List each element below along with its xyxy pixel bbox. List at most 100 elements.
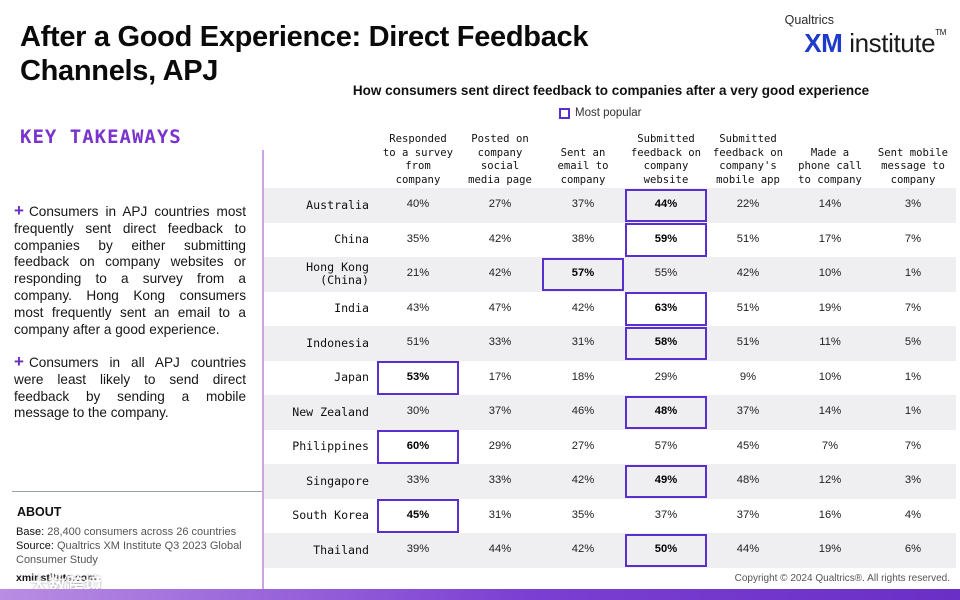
column-header: Submitted feedback on company's mobile app xyxy=(703,132,793,188)
table-cell: 1% xyxy=(904,405,922,418)
row-country-label: Hong Kong (China) xyxy=(306,261,369,287)
column-header: Made a phone call to company xyxy=(785,132,875,188)
logo-xm-institute-text: XM instituteTM xyxy=(804,28,946,58)
table-cell: 35% xyxy=(406,232,430,245)
table-cell: 51% xyxy=(736,232,760,245)
table-cell: 42% xyxy=(571,474,595,487)
table-cell: 6% xyxy=(904,543,922,556)
bottom-gradient-bar xyxy=(0,589,960,600)
table-cell: 21% xyxy=(406,267,430,280)
country-label-line: New Zealand xyxy=(292,404,369,419)
table-cell: 14% xyxy=(818,405,842,418)
table-cell: 51% xyxy=(406,336,430,349)
table-cell: 29% xyxy=(488,439,512,452)
table-row xyxy=(264,188,956,223)
row-country-label: Philippines xyxy=(292,440,369,453)
table-cell: 44% xyxy=(736,543,760,556)
page-title: After a Good Experience: Direct Feedback… xyxy=(20,21,589,87)
column-header-line: feedback on xyxy=(712,146,784,159)
country-label-line: Japan xyxy=(334,370,369,385)
about-divider xyxy=(12,491,262,492)
table-cell: 3% xyxy=(904,474,922,487)
table-cell: 5% xyxy=(904,336,922,349)
column-header-line: company xyxy=(560,174,606,187)
table-cell: 37% xyxy=(736,405,760,418)
table-cell: 59% xyxy=(654,232,678,245)
column-header-line: Posted on xyxy=(471,132,529,145)
logo-qualtrics-text: Qualtrics xyxy=(784,13,834,27)
table-cell: 42% xyxy=(571,301,595,314)
table-cell: 42% xyxy=(488,232,512,245)
table-cell: 55% xyxy=(654,267,678,280)
country-label-line: South Korea xyxy=(292,508,369,523)
table-cell: 38% xyxy=(571,232,595,245)
country-label-line: Indonesia xyxy=(306,335,369,350)
row-country-label: Indonesia xyxy=(306,335,369,350)
column-header-line: to a survey xyxy=(382,146,454,159)
column-header-line: to company xyxy=(798,174,862,187)
table-cell: 45% xyxy=(406,508,430,521)
table-cell: 57% xyxy=(654,439,678,452)
website-link[interactable]: xminstitute.com xyxy=(16,572,97,584)
country-label-line: India xyxy=(334,301,369,316)
table-cell: 49% xyxy=(654,474,678,487)
country-label-line: Singapore xyxy=(306,473,369,488)
column-header-line: company xyxy=(395,174,441,187)
column-header-line: social xyxy=(480,160,520,173)
table-cell: 57% xyxy=(571,267,595,280)
about-heading: ABOUT xyxy=(17,505,62,519)
table-cell: 42% xyxy=(488,267,512,280)
table-cell: 14% xyxy=(818,198,842,211)
column-header-line: company xyxy=(890,174,936,187)
qualtrics-xm-institute-logo: Qualtrics XM instituteTM xyxy=(746,12,947,60)
table-cell: 1% xyxy=(904,267,922,280)
table-cell: 48% xyxy=(736,474,760,487)
column-header-line: Sent an xyxy=(560,146,606,159)
takeaway-item: + Consumers in all APJ countries were lea… xyxy=(14,353,246,422)
table-cell: 7% xyxy=(904,439,922,452)
column-header: Responded to a survey from company xyxy=(373,132,463,188)
table-cell: 31% xyxy=(488,508,512,521)
table-cell: 3% xyxy=(904,198,922,211)
table-cell: 31% xyxy=(571,336,595,349)
vertical-divider xyxy=(262,150,264,590)
table-cell: 7% xyxy=(821,439,839,452)
column-header: Submitted feedback on company website xyxy=(621,132,711,188)
table-cell: 35% xyxy=(571,508,595,521)
table-row xyxy=(264,326,956,361)
table-cell: 27% xyxy=(571,439,595,452)
table-cell: 47% xyxy=(488,301,512,314)
column-header-line: company's xyxy=(719,160,777,173)
column-header-line: message to xyxy=(881,160,945,173)
country-label-line: (China) xyxy=(320,273,369,288)
chart-title: How consumers sent direct feedback to co… xyxy=(352,83,870,98)
row-country-label: Australia xyxy=(306,197,369,212)
table-cell: 46% xyxy=(571,405,595,418)
table-cell: 42% xyxy=(571,543,595,556)
table-cell: 39% xyxy=(406,543,430,556)
table-cell: 19% xyxy=(818,301,842,314)
table-cell: 58% xyxy=(654,336,678,349)
row-country-label: South Korea xyxy=(292,509,369,522)
column-header: Posted on company social media page xyxy=(455,132,545,188)
table-cell: 10% xyxy=(818,370,842,383)
country-label-line: Philippines xyxy=(292,439,369,454)
table-cell: 53% xyxy=(406,370,430,383)
table-cell: 51% xyxy=(736,301,760,314)
table-cell: 37% xyxy=(654,508,678,521)
table-cell: 16% xyxy=(818,508,842,521)
table-cell: 12% xyxy=(818,474,842,487)
table-cell: 27% xyxy=(488,198,512,211)
column-header: Sent an email to company xyxy=(538,132,628,188)
column-header-line: phone call xyxy=(798,160,862,173)
row-country-label: Thailand xyxy=(313,543,369,557)
table-cell: 44% xyxy=(488,543,512,556)
column-header-line: mobile app xyxy=(716,174,780,187)
table-cell: 1% xyxy=(904,370,922,383)
row-country-label: China xyxy=(334,233,369,246)
plus-icon: + xyxy=(14,201,24,220)
table-cell: 30% xyxy=(406,405,430,418)
chart-legend: Most popular xyxy=(559,107,641,119)
country-label-line: Australia xyxy=(306,197,369,212)
takeaway-text: Consumers in APJ countries most frequent… xyxy=(14,204,246,337)
